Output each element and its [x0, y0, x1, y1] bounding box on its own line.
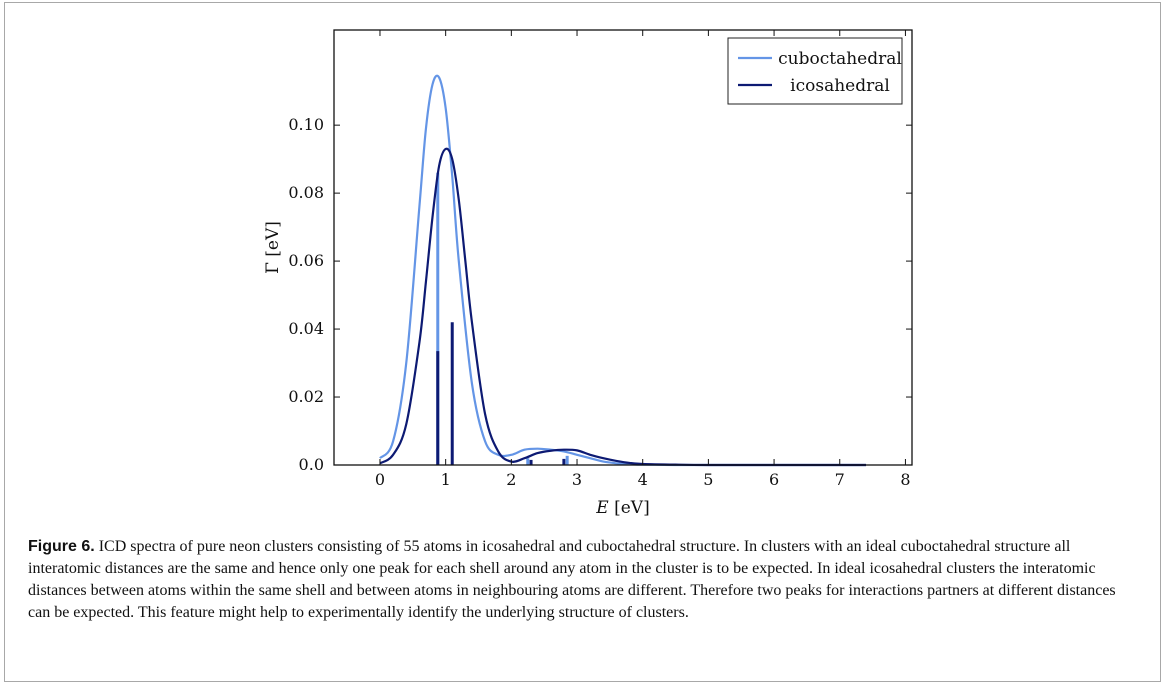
- axis-ticks: 0 1 2 3 4 5 6 7 8 0.0 0.02 0.04 0.06 0.08 0.10: [288, 30, 912, 489]
- x-tick-label-5: 5: [703, 470, 713, 489]
- y-tick-label-0: 0.0: [299, 455, 324, 474]
- y-tick-label-5: 0.10: [288, 115, 324, 134]
- y-tick-label-3: 0.06: [288, 251, 324, 270]
- x-tick-label-7: 7: [835, 470, 845, 489]
- figure-caption-text: ICD spectra of pure neon clusters consis…: [28, 538, 1116, 621]
- x-axis-label: E [eV]: [595, 498, 649, 518]
- axes-frame: [333, 29, 913, 466]
- x-axis-label-unit: [eV]: [609, 498, 650, 518]
- y-tick-label-2: 0.04: [288, 319, 324, 338]
- legend: cuboctahedral icosahedral: [727, 37, 903, 105]
- x-tick-label-8: 8: [900, 470, 910, 489]
- legend-box: [727, 37, 903, 105]
- y-tick-label-4: 0.08: [288, 183, 324, 202]
- chart: 0 1 2 3 4 5 6 7 80.00.020.040.060.080.10 E [eV] …: [263, 29, 913, 518]
- y-axis-label: Γ [eV]: [263, 221, 283, 274]
- plot-area: [379, 74, 867, 467]
- y-tick-label-1: 0.02: [288, 387, 324, 406]
- x-tick-label-0: 0: [375, 470, 385, 489]
- x-tick-label-1: 1: [441, 470, 451, 489]
- figure-label: Figure 6.: [28, 538, 95, 555]
- x-tick-label-6: 6: [769, 470, 779, 489]
- legend-label-icosahedral: icosahedral: [790, 76, 890, 96]
- x-tick-label-4: 4: [638, 470, 648, 489]
- x-axis-label-symbol: E: [595, 498, 609, 518]
- x-tick-label-3: 3: [572, 470, 582, 489]
- figure-caption: Figure 6. ICD spectra of pure neon clust…: [28, 536, 1138, 624]
- series-line-icosahedral: [379, 147, 867, 467]
- figure-frame: [4, 2, 1161, 682]
- x-tick-label-2: 2: [506, 470, 516, 489]
- legend-label-cuboctahedral: cuboctahedral: [778, 49, 902, 69]
